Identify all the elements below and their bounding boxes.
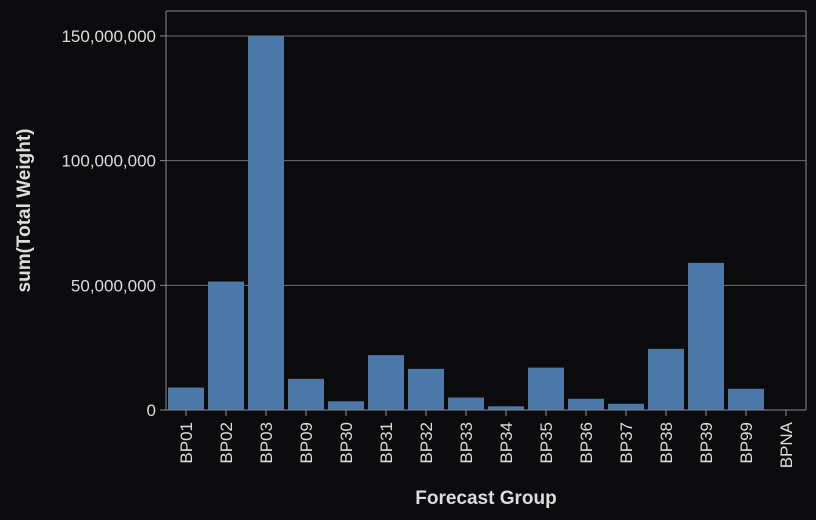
bar-bp34 [488,406,524,410]
y-tick-label: 100,000,000 [61,152,156,171]
tick-labels: 0 50,000,000 100,000,000 150,000,000 BP01 BP0… [61,27,796,468]
bar-bp99 [728,388,764,410]
bars [168,35,804,410]
bar-bp30 [328,401,364,410]
bar-bp35 [528,367,564,410]
bar-bp31 [368,355,404,410]
x-tick-label: BP39 [697,422,716,464]
bar-bp39 [688,262,724,410]
x-tick-label: BP01 [177,422,196,464]
y-tick-label: 0 [147,401,156,420]
bar-bp38 [648,348,684,410]
bar-bp03 [248,35,284,410]
x-tick-label: BP02 [217,422,236,464]
x-tick-label: BP35 [537,422,556,464]
bar-bp09 [288,378,324,410]
axes [160,10,807,416]
bar-bp32 [408,368,444,410]
x-axis-title: Forecast Group [415,488,556,509]
x-tick-label: BP38 [657,422,676,464]
x-tick-label: BP37 [617,422,636,464]
x-tick-label: BP09 [297,422,316,464]
x-tick-label: BP30 [337,422,356,464]
bar-bp36 [568,398,604,410]
y-axis-title: sum(Total Weight) [14,129,35,293]
y-tick-label: 50,000,000 [71,276,156,295]
bar-bp37 [608,403,644,410]
x-tick-label: BPNA [777,421,796,468]
bar-bp01 [168,387,204,410]
x-tick-label: BP32 [417,422,436,464]
x-tick-label: BP36 [577,422,596,464]
y-tick-label: 150,000,000 [61,27,156,46]
x-tick-label: BP34 [497,422,516,464]
x-tick-label: BP99 [737,422,756,464]
x-tick-label: BP03 [257,422,276,464]
x-tick-label: BP31 [377,422,396,464]
bar-bp02 [208,281,244,410]
x-tick-label: BP33 [457,422,476,464]
bar-bp33 [448,397,484,410]
